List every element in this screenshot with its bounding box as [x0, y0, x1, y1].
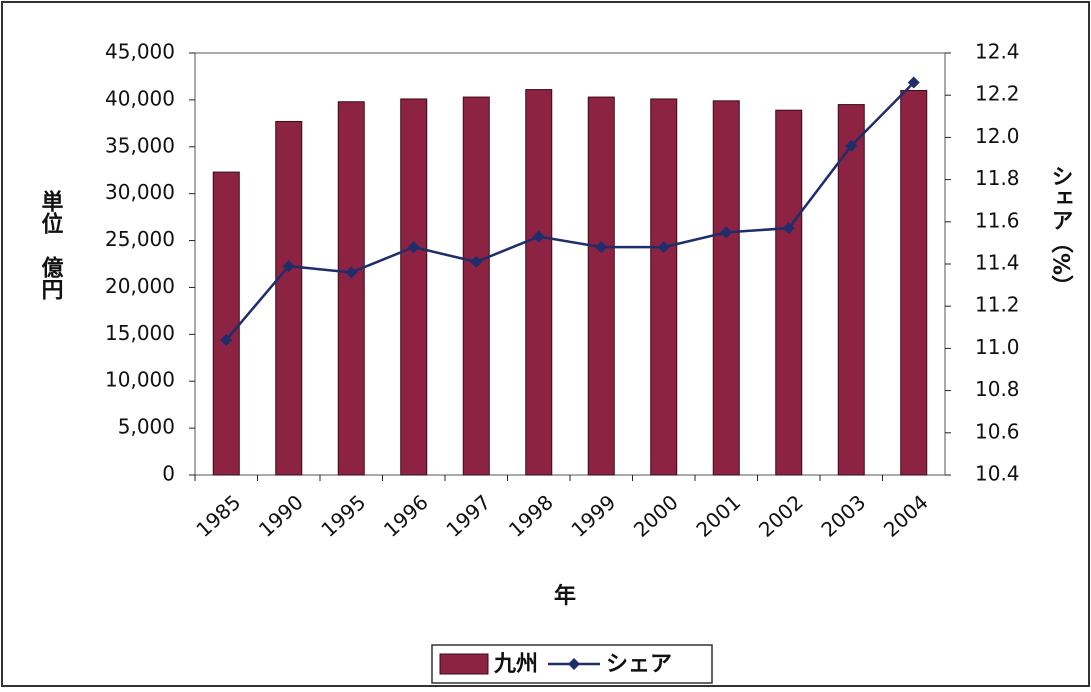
bar: [837, 104, 865, 476]
y-tick-label: 20,000: [105, 274, 175, 298]
y-tick-label: 10,000: [105, 368, 175, 392]
y2-tick-label: 12.2: [975, 82, 1020, 106]
line-marker: [532, 230, 545, 243]
y-tick-label: 25,000: [105, 227, 175, 251]
legend-swatch: [439, 653, 489, 675]
plot-area: [194, 52, 946, 476]
line-marker: [345, 266, 358, 279]
bar: [650, 98, 678, 476]
y-tick-label: 35,000: [105, 133, 175, 157]
y-tick-label: 15,000: [105, 321, 175, 345]
line-marker: [782, 222, 795, 235]
y2-tick-label: 11.4: [975, 251, 1020, 275]
y-tick-label: 40,000: [105, 86, 175, 110]
bar: [525, 89, 553, 476]
line-marker: [907, 76, 920, 89]
line: [225, 81, 915, 341]
y-axis-label: 単位 億円: [38, 189, 64, 301]
y-tick-label: 0: [162, 462, 175, 486]
bar: [900, 90, 928, 476]
line-marker: [657, 241, 670, 254]
y2-tick-label: 11.0: [975, 335, 1020, 359]
y2-tick-label: 10.8: [975, 377, 1020, 401]
y2-tick-label: 12.4: [975, 40, 1020, 64]
y2-tick-label: 12.0: [975, 124, 1020, 148]
bar: [337, 101, 365, 476]
legend-marker: [568, 658, 581, 670]
y-tick-label: 45,000: [105, 40, 175, 64]
bar: [775, 109, 803, 476]
bar: [400, 98, 428, 476]
bar: [712, 100, 740, 476]
line-marker: [407, 241, 420, 254]
y2-tick-label: 11.8: [975, 166, 1020, 190]
y2-tick-label: 11.2: [975, 293, 1020, 317]
x-axis-label: 年: [554, 583, 576, 609]
bar: [462, 96, 490, 476]
y-tick-label: 30,000: [105, 180, 175, 204]
legend-label: 九州: [493, 652, 538, 677]
line-marker: [470, 255, 483, 268]
y2-tick-label: 10.6: [975, 419, 1020, 443]
y2-axis-label: シェア（%）: [1048, 165, 1074, 297]
bar: [275, 120, 303, 476]
line-marker: [282, 260, 295, 273]
y2-tick-label: 11.6: [975, 208, 1020, 232]
line-marker: [595, 241, 608, 254]
line-marker: [845, 139, 858, 152]
line-marker: [720, 226, 733, 239]
y-tick-label: 5,000: [118, 415, 175, 439]
bar: [587, 96, 615, 476]
y2-tick-label: 10.4: [975, 462, 1020, 486]
bar: [212, 171, 240, 476]
legend-label: シェア: [606, 652, 672, 677]
line-marker: [220, 333, 233, 346]
